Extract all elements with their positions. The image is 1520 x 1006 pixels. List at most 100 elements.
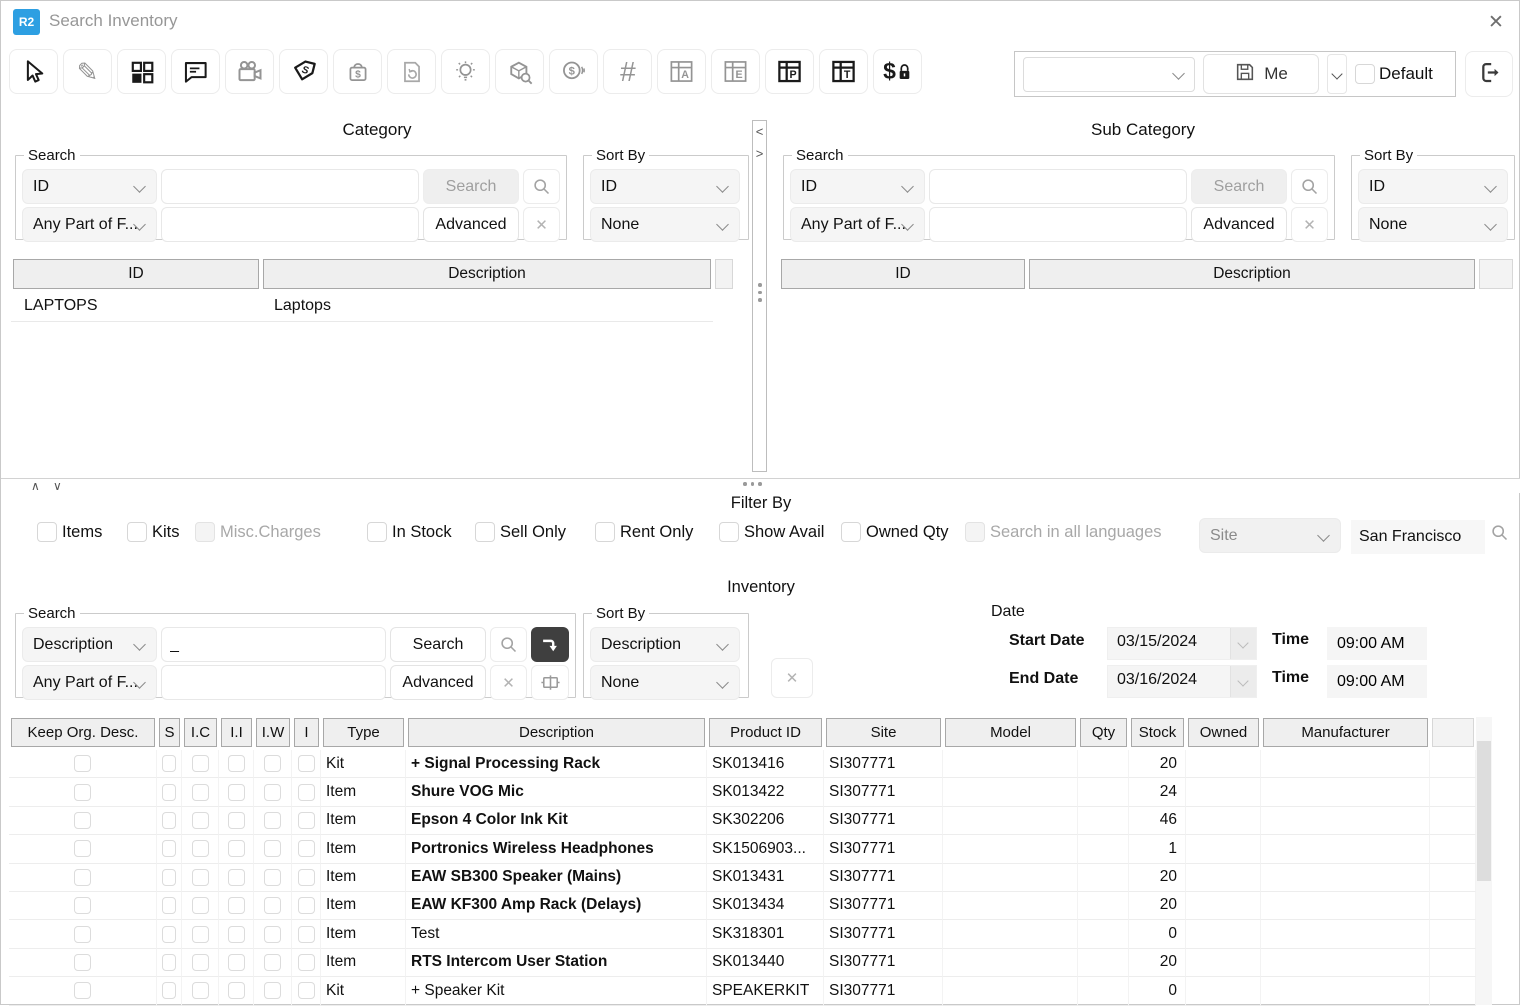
row-checkbox[interactable]	[227, 783, 245, 801]
inventory-clear-button[interactable]: ✕	[490, 665, 527, 700]
filter-owned-qty[interactable]: Owned Qty	[841, 522, 949, 542]
row-checkbox[interactable]	[191, 840, 209, 858]
checkbox-box[interactable]	[37, 522, 57, 542]
checkbox-box[interactable]	[595, 522, 615, 542]
end-date-field[interactable]: 03/16/2024	[1107, 665, 1257, 698]
close-icon[interactable]: ✕	[1481, 9, 1511, 35]
category-field-select[interactable]: ID	[22, 169, 157, 204]
row-checkbox[interactable]	[264, 840, 281, 858]
table-t-button[interactable]: T	[819, 49, 868, 94]
row-checkbox[interactable]	[297, 783, 315, 801]
subcategory-sort2-select[interactable]: None	[1358, 207, 1508, 242]
save-options-chevron-icon[interactable]	[1327, 54, 1347, 94]
row-checkbox[interactable]	[227, 925, 245, 943]
start-date-field[interactable]: 03/15/2024	[1107, 627, 1257, 660]
package-search-button[interactable]	[495, 49, 544, 94]
row-checkbox[interactable]	[264, 755, 281, 773]
subcategory-field-select[interactable]: ID	[790, 169, 925, 204]
row-checkbox[interactable]	[74, 925, 91, 943]
category-sort2-select[interactable]: None	[590, 207, 740, 242]
default-checkbox[interactable]: Default	[1355, 64, 1433, 84]
items-col-owned[interactable]: Owned	[1188, 718, 1259, 747]
row-checkbox[interactable]	[162, 783, 176, 801]
document-history-button[interactable]	[387, 49, 436, 94]
item-row[interactable]: Item EAW KF300 Amp Rack (Delays) SK013434 S…	[9, 891, 1476, 921]
exit-button[interactable]	[1465, 51, 1513, 97]
default-checkbox-box[interactable]	[1355, 64, 1375, 84]
money-bag-button[interactable]: $	[333, 49, 382, 94]
inventory-match-select[interactable]: Any Part of F...	[22, 665, 157, 700]
subcategory-magnifier-button[interactable]	[1291, 169, 1328, 204]
inventory-advanced-button[interactable]: Advanced	[390, 665, 486, 700]
row-checkbox[interactable]	[297, 868, 315, 886]
row-checkbox[interactable]	[191, 783, 209, 801]
row-checkbox[interactable]	[227, 953, 245, 971]
row-checkbox[interactable]	[162, 840, 176, 858]
coins-button[interactable]: $	[549, 49, 598, 94]
item-row[interactable]: Item RTS Intercom User Station SK013440 SI3…	[9, 948, 1476, 978]
items-scrollbar[interactable]	[1476, 717, 1492, 1005]
subcategory-col-description[interactable]: Description	[1029, 259, 1475, 289]
end-time-field[interactable]	[1327, 665, 1427, 698]
items-col-i-w[interactable]: I.W	[256, 718, 290, 747]
category-search-button[interactable]: Search	[423, 169, 519, 204]
row-checkbox[interactable]	[191, 982, 209, 1000]
row-checkbox[interactable]	[74, 868, 91, 886]
category-col-id[interactable]: ID	[13, 259, 259, 289]
items-col-s[interactable]: S	[159, 718, 180, 747]
items-col-model[interactable]: Model	[945, 718, 1076, 747]
site-select[interactable]: Site	[1199, 518, 1341, 553]
filter-kits[interactable]: Kits	[127, 522, 180, 542]
category-col-description[interactable]: Description	[263, 259, 711, 289]
splitter-left-icon[interactable]: <	[755, 124, 764, 139]
row-checkbox[interactable]	[74, 811, 91, 829]
row-checkbox[interactable]	[74, 783, 91, 801]
subcategory-sort1-select[interactable]: ID	[1358, 169, 1508, 204]
items-col-description[interactable]: Description	[408, 718, 705, 747]
subcategory-clear-button[interactable]: ✕	[1291, 207, 1328, 242]
hash-button[interactable]: #	[603, 49, 652, 94]
row-checkbox[interactable]	[227, 755, 245, 773]
row-checkbox[interactable]	[227, 811, 245, 829]
row-checkbox[interactable]	[227, 840, 245, 858]
category-match-select[interactable]: Any Part of F...	[22, 207, 157, 242]
row-checkbox[interactable]	[297, 925, 315, 943]
row-checkbox[interactable]	[297, 755, 315, 773]
horizontal-splitter[interactable]: ∧ ∨	[1, 478, 1520, 493]
row-checkbox[interactable]	[74, 953, 91, 971]
items-scrollbar-thumb[interactable]	[1477, 741, 1491, 881]
items-col-keep-org-desc-[interactable]: Keep Org. Desc.	[11, 718, 155, 747]
collapse-down-icon[interactable]: ∨	[53, 479, 62, 493]
row-checkbox[interactable]	[264, 868, 281, 886]
subcategory-match-select[interactable]: Any Part of F...	[790, 207, 925, 242]
items-col-product-id[interactable]: Product ID	[709, 718, 822, 747]
row-checkbox[interactable]	[297, 982, 315, 1000]
items-col-manufacturer[interactable]: Manufacturer	[1263, 718, 1428, 747]
filter-items[interactable]: Items	[37, 522, 102, 542]
row-checkbox[interactable]	[297, 811, 315, 829]
category-sort1-select[interactable]: ID	[590, 169, 740, 204]
items-col-qty[interactable]: Qty	[1080, 718, 1127, 747]
row-checkbox[interactable]	[191, 925, 209, 943]
item-row[interactable]: Item Test SK318301 SI307771 0	[9, 920, 1476, 949]
inventory-search-input2[interactable]	[161, 665, 386, 700]
checkbox-box[interactable]	[719, 522, 739, 542]
category-row[interactable]: LAPTOPS Laptops	[11, 290, 735, 322]
inventory-search-button[interactable]: Search	[390, 627, 486, 662]
inventory-sort1-select[interactable]: Description	[590, 627, 740, 662]
subcategory-search-input2[interactable]	[929, 207, 1187, 242]
items-col-stock[interactable]: Stock	[1131, 718, 1184, 747]
row-checkbox[interactable]	[162, 897, 176, 915]
saved-view-select[interactable]	[1023, 56, 1195, 92]
items-col-i-i[interactable]: I.I	[221, 718, 252, 747]
inventory-sort2-select[interactable]: None	[590, 665, 740, 700]
row-checkbox[interactable]	[191, 755, 209, 773]
dollar-lock-button[interactable]: $	[873, 49, 922, 94]
row-checkbox[interactable]	[227, 897, 245, 915]
subcategory-search-button[interactable]: Search	[1191, 169, 1287, 204]
row-checkbox[interactable]	[297, 840, 315, 858]
row-checkbox[interactable]	[191, 811, 209, 829]
row-checkbox[interactable]	[227, 982, 245, 1000]
row-checkbox[interactable]	[297, 897, 315, 915]
row-checkbox[interactable]	[264, 953, 281, 971]
